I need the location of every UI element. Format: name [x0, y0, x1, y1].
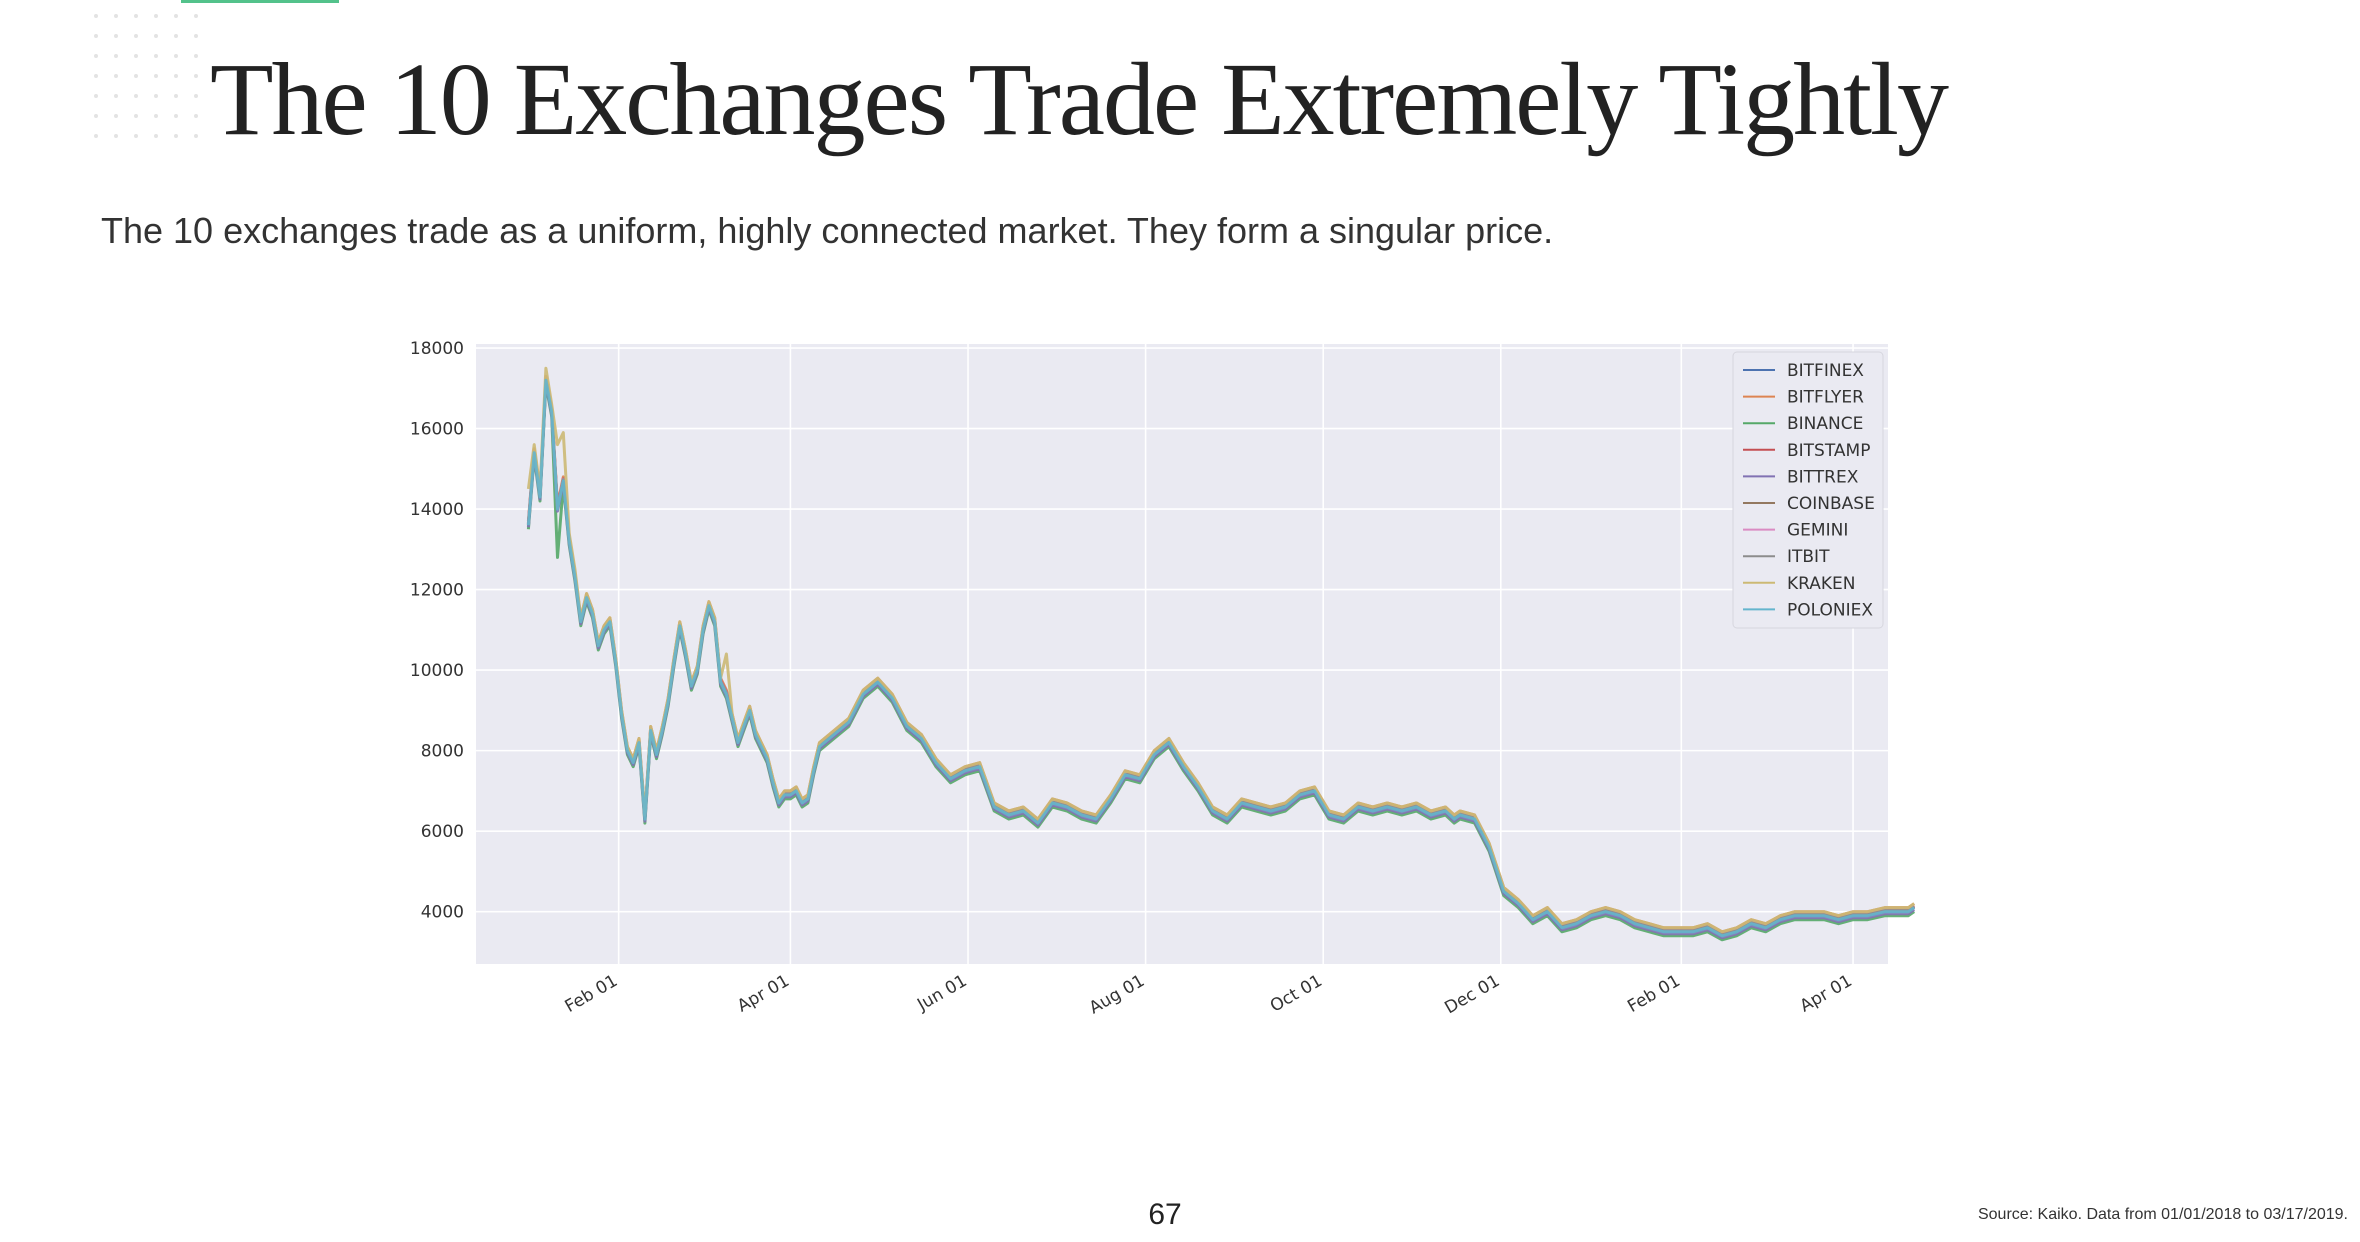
legend-label: ITBIT: [1787, 547, 1830, 567]
accent-bar: [181, 0, 339, 3]
legend-label: KRAKEN: [1787, 574, 1856, 594]
x-tick-label: Oct 01: [1267, 971, 1326, 1017]
legend-label: BITFINEX: [1787, 361, 1864, 381]
y-tick-label: 14000: [410, 500, 464, 520]
legend-label: BITTREX: [1787, 467, 1859, 487]
decorative-dot-grid: [94, 14, 198, 138]
x-axis-tick-labels: Feb 01 Apr 01 Jun 01 Aug 01 Oct 01 Dec 01 Feb …: [562, 971, 1856, 1018]
legend-label: BINANCE: [1787, 414, 1863, 434]
series-line-poloniex: [526, 378, 1916, 938]
series-lines: [526, 366, 1916, 942]
y-axis-tick-labels: 4000 6000 8000 10000 12000 14000 16000 18000: [410, 339, 464, 923]
legend-label: BITFLYER: [1787, 388, 1864, 408]
x-tick-label: Apr 01: [1797, 971, 1856, 1017]
y-tick-label: 8000: [421, 742, 464, 762]
legend-label: POLONIEX: [1787, 600, 1873, 620]
y-tick-label: 4000: [421, 903, 464, 923]
slide-title: The 10 Exchanges Trade Extremely Tightly: [210, 42, 1949, 157]
x-tick-label: Jun 01: [913, 971, 970, 1016]
y-tick-label: 6000: [421, 822, 464, 842]
legend: BITFINEX BITFLYER BINANCE BITSTAMP BITTREX CO…: [1732, 351, 1884, 629]
legend-label: GEMINI: [1787, 521, 1848, 541]
y-gridlines: [476, 347, 1888, 913]
legend-box: [1732, 351, 1884, 629]
source-note: Source: Kaiko. Data from 01/01/2018 to 0…: [1977, 1206, 2348, 1223]
x-tick-label: Feb 01: [1624, 971, 1683, 1017]
plot-background: [476, 344, 1888, 964]
y-tick-label: 12000: [410, 581, 464, 601]
legend-label: COINBASE: [1787, 494, 1875, 514]
price-line-chart: 4000 6000 8000 10000 12000 14000 16000 18000 Fe…: [410, 339, 1916, 1018]
slide-subtitle: The 10 exchanges trade as a uniform, hig…: [101, 210, 1554, 251]
legend-label: BITSTAMP: [1787, 441, 1870, 461]
x-tick-label: Aug 01: [1086, 971, 1148, 1018]
y-tick-label: 10000: [410, 661, 464, 681]
y-tick-label: 16000: [410, 420, 464, 440]
x-tick-label: Apr 01: [734, 971, 793, 1017]
page-number: 67: [1148, 1198, 1182, 1231]
x-tick-label: Feb 01: [562, 971, 621, 1017]
x-tick-label: Dec 01: [1441, 971, 1503, 1018]
y-tick-label: 18000: [410, 339, 464, 359]
